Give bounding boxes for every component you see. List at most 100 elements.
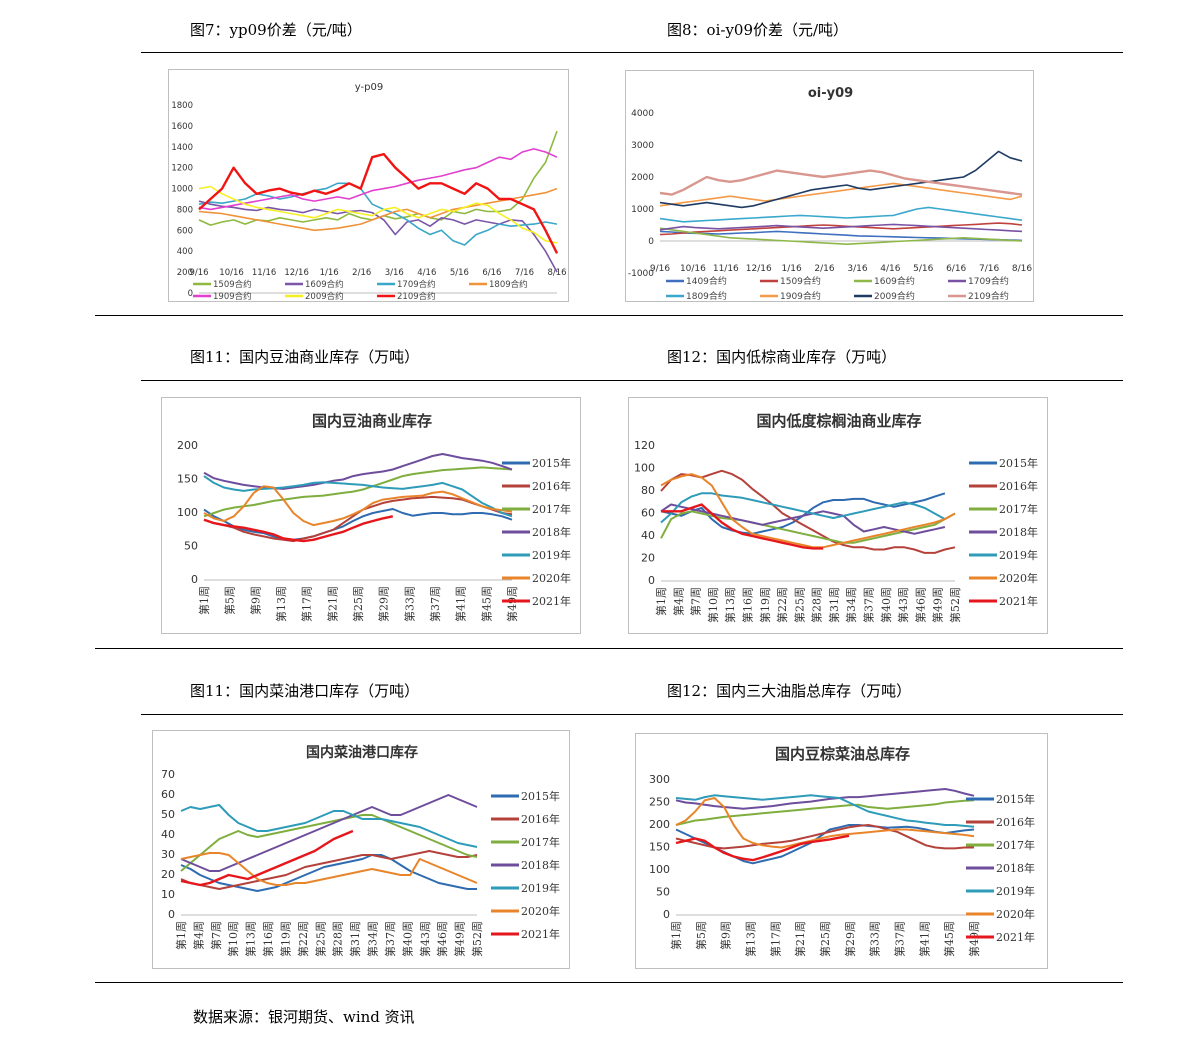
y-tick-label: 1600: [171, 122, 193, 132]
series-line: [203, 508, 513, 541]
y-tick-label: 200: [649, 818, 670, 831]
series-line: [203, 453, 513, 490]
caption-fig11b: 图11：国内菜油港口库存（万吨）: [190, 682, 420, 700]
legend-label: 2020年: [532, 571, 571, 585]
series-line: [198, 148, 558, 211]
divider: [141, 714, 1123, 715]
x-tick-label: 第7周: [689, 587, 703, 616]
legend-label: 2015年: [999, 456, 1038, 470]
y-tick-label: 3000: [631, 141, 654, 151]
x-tick-label: 第43周: [418, 921, 432, 957]
x-tick-label: 第13周: [744, 921, 758, 957]
y-tick-label: 0: [663, 908, 670, 921]
x-tick-label: 第49周: [931, 587, 945, 623]
x-tick-label: 第5周: [694, 921, 708, 950]
legend-label: 2018年: [532, 525, 571, 539]
legend-label: 2017年: [521, 835, 560, 849]
legend-label: 2017年: [996, 838, 1035, 852]
x-tick-label: 11/16: [252, 268, 277, 278]
x-tick-label: 第22周: [775, 587, 789, 623]
x-tick-label: 3/16: [385, 268, 404, 278]
legend-label: 1609合约: [874, 275, 915, 287]
x-tick-label: 第10周: [706, 587, 720, 623]
series-line: [660, 492, 946, 524]
chart-rapeseed: 国内菜油港口库存 0 10 20 30 40 50 60 70 第1周 第4周 第7周 第10周 第13周…: [161, 744, 560, 957]
series-line: [661, 503, 824, 550]
y-tick-label: 300: [649, 773, 670, 786]
legend-label: 1509合约: [213, 279, 252, 290]
series-line: [198, 187, 558, 232]
series-line: [180, 850, 478, 890]
y-tick-label: 30: [161, 848, 175, 861]
x-tick-label: 第43周: [896, 587, 910, 623]
chart-palm: 国内低度棕榈油商业库存020406080100120第1周 第4周 第7周 第10周第…: [634, 412, 1038, 623]
x-tick-label: 第33周: [868, 921, 882, 957]
chart-title: 国内豆棕菜油总库存: [775, 745, 910, 763]
x-tick-label: 第37周: [428, 586, 442, 622]
series-line: [180, 852, 478, 886]
legend-label: 2021年: [999, 594, 1038, 608]
x-tick-label: 第1周: [174, 921, 188, 950]
legend-label: 1709合约: [397, 279, 436, 290]
series-line: [659, 230, 1023, 242]
series-line: [659, 169, 1023, 196]
series-line: [675, 824, 974, 850]
legend-label: 2021年: [521, 927, 560, 941]
y-tick-label: -1000: [628, 269, 654, 279]
x-tick-label: 第13周: [274, 586, 288, 622]
x-tick-label: 2/16: [814, 264, 834, 274]
x-tick-label: 8/16: [1012, 264, 1032, 274]
chart-panel-oiy09: oi-y09 -1000 0 1000 2000 3000 4000 9/16 10/16 11/…: [625, 70, 1034, 302]
x-tick-label: 第40周: [879, 587, 893, 623]
legend-label: 2020年: [996, 907, 1035, 921]
x-tick-label: 第21周: [793, 921, 807, 957]
y-tick-label: 60: [641, 507, 655, 520]
chart-total: 国内豆棕菜油总库存 0 50 100 150 200 250 300 第1周 第5周 第9周 第13周…: [649, 745, 1035, 957]
chart-panel-rapeseed: 国内菜油港口库存 0 10 20 30 40 50 60 70 第1周 第4周 第7周 第10周 第13周…: [152, 730, 570, 969]
y-tick-label: 60: [161, 788, 175, 801]
chart-panel-palm: 国内低度棕榈油商业库存 0 20 40 60 80 100 120 第1周 第4周 第7周 第10周第…: [628, 397, 1048, 634]
y-tick-label: 0: [188, 289, 193, 299]
legend-label: 2019年: [999, 548, 1038, 562]
legend-label: 2020年: [521, 904, 560, 918]
caption-fig7: 图7：yp09价差（元/吨）: [190, 21, 362, 39]
y-tick-label: 600: [177, 226, 193, 236]
series-line: [180, 804, 478, 848]
x-tick-label: 第10周: [226, 921, 240, 957]
series-line: [180, 854, 477, 892]
x-tick-label: 第19周: [758, 587, 772, 623]
x-tick-label: 第25周: [313, 921, 327, 957]
legend-label: 1909合约: [213, 291, 252, 302]
x-tick-label: 第28周: [810, 587, 824, 623]
legend-label: 1909合约: [780, 290, 821, 302]
x-tick-label: 第1周: [669, 921, 683, 950]
legend-label: 1509合约: [780, 275, 821, 287]
x-tick-label: 第34周: [366, 921, 380, 957]
x-tick-label: 第37周: [862, 587, 876, 623]
x-tick-label: 第40周: [400, 921, 414, 957]
chart-yp09: y-p09 0 200 400 600 800 1000 1200 1400 1600 1800 9/…: [171, 82, 566, 302]
legend-label: 1809合约: [489, 279, 528, 290]
x-tick-label: 第13周: [244, 921, 258, 957]
series-line: [203, 485, 513, 527]
x-tick-label: 第49周: [453, 921, 467, 957]
chart-title: 国内菜油港口库存: [306, 744, 418, 761]
series-line: [198, 152, 559, 254]
legend-label: 2018年: [521, 858, 560, 872]
series-line: [198, 182, 558, 246]
x-tick-label: 10/16: [680, 264, 706, 274]
series-line: [675, 799, 975, 826]
x-tick-label: 第13周: [723, 587, 737, 623]
y-tick-label: 150: [649, 841, 670, 854]
x-tick-label: 第17周: [768, 921, 782, 957]
y-tick-label: 0: [191, 573, 198, 586]
x-tick-label: 第29周: [843, 921, 857, 957]
chart-panel-soy: 国内豆油商业库存 0 50 100 150 200 第1周 第5周 第9周 第13周 第17周 第21…: [161, 397, 581, 634]
legend-label: 2109合约: [968, 290, 1009, 302]
x-tick-label: 8/16: [547, 268, 566, 278]
x-tick-label: 4/16: [880, 264, 900, 274]
y-tick-label: 1800: [171, 101, 193, 111]
x-tick-label: 第1周: [197, 586, 211, 615]
y-tick-label: 1000: [171, 185, 193, 195]
x-tick-label: 第16周: [261, 921, 275, 957]
